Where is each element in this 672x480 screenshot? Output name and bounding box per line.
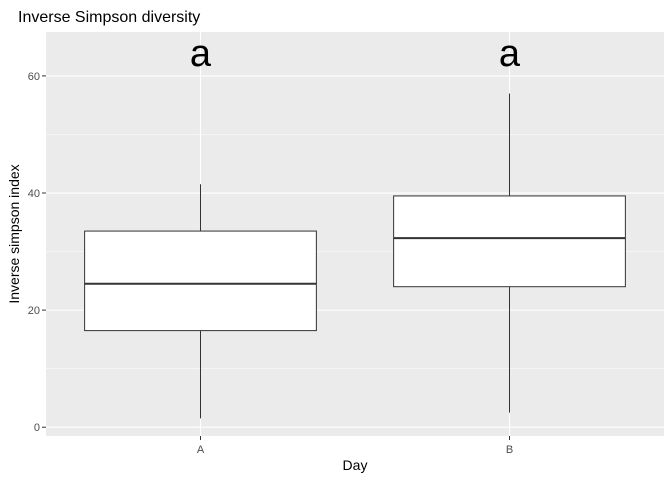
- y-tick-label: 20: [28, 305, 40, 317]
- y-tick-label: 0: [34, 422, 40, 434]
- significance-letter: a: [190, 33, 212, 75]
- chart-title: Inverse Simpson diversity: [18, 9, 200, 26]
- y-axis-title: Inverse simpson index: [6, 164, 22, 303]
- box-iqr: [393, 195, 626, 288]
- y-axis: 0 20 40 60: [28, 71, 46, 434]
- boxes-layer: [84, 93, 626, 419]
- y-tick-label: 40: [28, 188, 40, 200]
- significance-letter: a: [499, 33, 521, 75]
- box-B: [393, 93, 626, 413]
- y-tick-label: 60: [28, 71, 40, 83]
- box-A: [84, 184, 317, 419]
- box-iqr: [84, 230, 317, 332]
- x-axis-title: Day: [343, 457, 368, 473]
- x-tick-label: B: [506, 444, 513, 456]
- x-tick-label: A: [197, 444, 205, 456]
